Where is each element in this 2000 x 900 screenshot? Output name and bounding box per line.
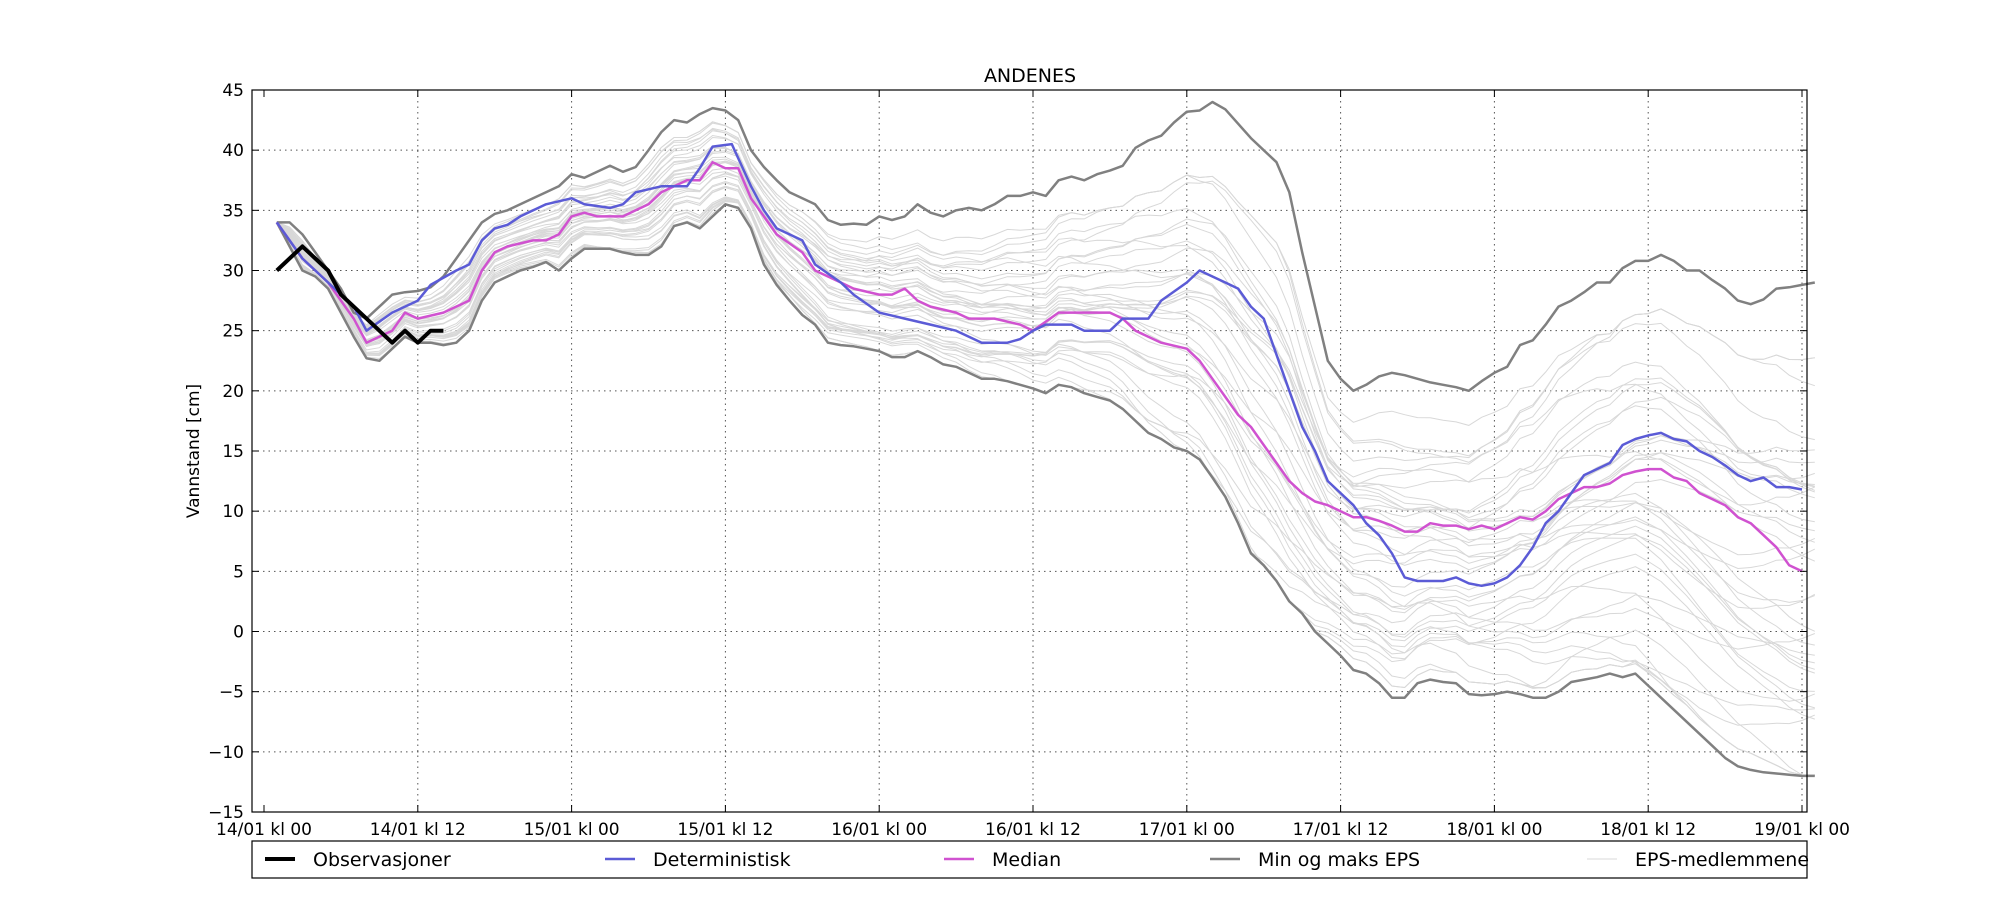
x-tick-label: 19/01 kl 00	[1754, 820, 1850, 840]
ensemble-member-line	[276, 127, 1815, 519]
x-tick-label: 15/01 kl 00	[524, 820, 620, 840]
ensemble-member-line	[276, 198, 1815, 776]
x-tick-label: 15/01 kl 12	[677, 820, 773, 840]
x-tick-label: 16/01 kl 12	[985, 820, 1081, 840]
legend-item-observations: Observasjoner	[265, 849, 451, 871]
legend-item-min-max-eps: Min og maks EPS	[1210, 849, 1420, 871]
ensemble-member-line	[276, 161, 1815, 530]
y-tick-label: −10	[208, 743, 244, 763]
x-tick-label: 18/01 kl 12	[1600, 820, 1696, 840]
legend-label: Observasjoner	[313, 849, 451, 871]
chart-title: ANDENES	[984, 65, 1076, 87]
y-axis-ticks: 45 40 35 30 25 20 15 10 5 0 −5 −10 −15	[208, 81, 1807, 823]
data-series	[275, 100, 1816, 778]
ensemble-member-line	[276, 145, 1815, 487]
y-tick-label: 35	[222, 201, 244, 221]
legend-label: Min og maks EPS	[1258, 849, 1420, 871]
legend-item-median: Median	[944, 849, 1061, 871]
ensemble-member-line	[276, 150, 1815, 521]
legend-label: Deterministisk	[653, 849, 791, 871]
ensemble-member-line	[276, 147, 1816, 506]
ensemble-member-line	[276, 180, 1815, 674]
x-tick-label: 18/01 kl 00	[1446, 820, 1542, 840]
ensemble-member-line	[276, 172, 1815, 656]
x-tick-label: 14/01 kl 12	[370, 820, 466, 840]
ensemble-member-line	[276, 197, 1815, 702]
x-tick-label: 17/01 kl 00	[1139, 820, 1235, 840]
ensemble-member-line	[276, 182, 1815, 709]
eps-max-line	[276, 100, 1816, 393]
y-axis-label: Vannstand [cm]	[184, 384, 204, 518]
y-tick-label: 30	[222, 262, 244, 282]
y-tick-label: 25	[222, 322, 244, 342]
ensemble-member-line	[276, 160, 1816, 556]
median-line	[275, 160, 1803, 573]
ensemble-member-line	[276, 128, 1815, 489]
legend-label: Median	[992, 849, 1061, 871]
ensemble-member-line	[276, 185, 1815, 720]
ensemble-member-line	[276, 186, 1816, 609]
ensemble-member-line	[276, 156, 1815, 539]
legend: Observasjoner Deterministisk Median Min og …	[251, 840, 1809, 879]
legend-item-deterministic: Deterministisk	[605, 849, 791, 871]
ensemble-members	[276, 121, 1816, 776]
grid-lines	[252, 90, 1807, 812]
y-tick-label: 0	[233, 623, 244, 643]
ensemble-member-line	[276, 151, 1815, 558]
ensemble-member-line	[276, 122, 1815, 426]
legend-frame	[251, 840, 1808, 879]
x-tick-label: 14/01 kl 00	[216, 820, 312, 840]
ensemble-member-line	[276, 203, 1815, 776]
ensemble-member-line	[276, 203, 1815, 726]
y-tick-label: 5	[233, 562, 244, 582]
plot-frame	[251, 89, 1808, 813]
x-axis-ticks: 14/01 kl 00 14/01 kl 12 15/01 kl 00 15/01 k…	[216, 90, 1850, 840]
y-tick-label: 10	[222, 502, 244, 522]
y-tick-label: 15	[222, 442, 244, 462]
ensemble-member-line	[276, 121, 1815, 457]
observations-line	[275, 244, 444, 345]
x-tick-label: 16/01 kl 00	[831, 820, 927, 840]
deterministic-line	[275, 142, 1803, 588]
y-tick-label: 20	[222, 382, 244, 402]
ensemble-member-line	[276, 171, 1815, 692]
ensemble-member-line	[276, 130, 1815, 463]
ensemble-member-line	[276, 136, 1815, 532]
ensemble-member-line	[276, 146, 1815, 518]
y-tick-label: 45	[222, 81, 244, 101]
x-tick-label: 17/01 kl 12	[1293, 820, 1389, 840]
y-tick-label: −5	[219, 683, 244, 703]
ensemble-member-line	[276, 173, 1816, 570]
legend-label: EPS-medlemmene	[1635, 849, 1809, 871]
y-tick-label: 40	[222, 141, 244, 161]
ensemble-member-line	[276, 158, 1816, 632]
ensemble-member-line	[276, 201, 1815, 650]
eps-min-line	[275, 203, 1815, 778]
legend-item-eps-members: EPS-medlemmene	[1587, 849, 1809, 871]
y-tick-label: −15	[208, 803, 244, 823]
